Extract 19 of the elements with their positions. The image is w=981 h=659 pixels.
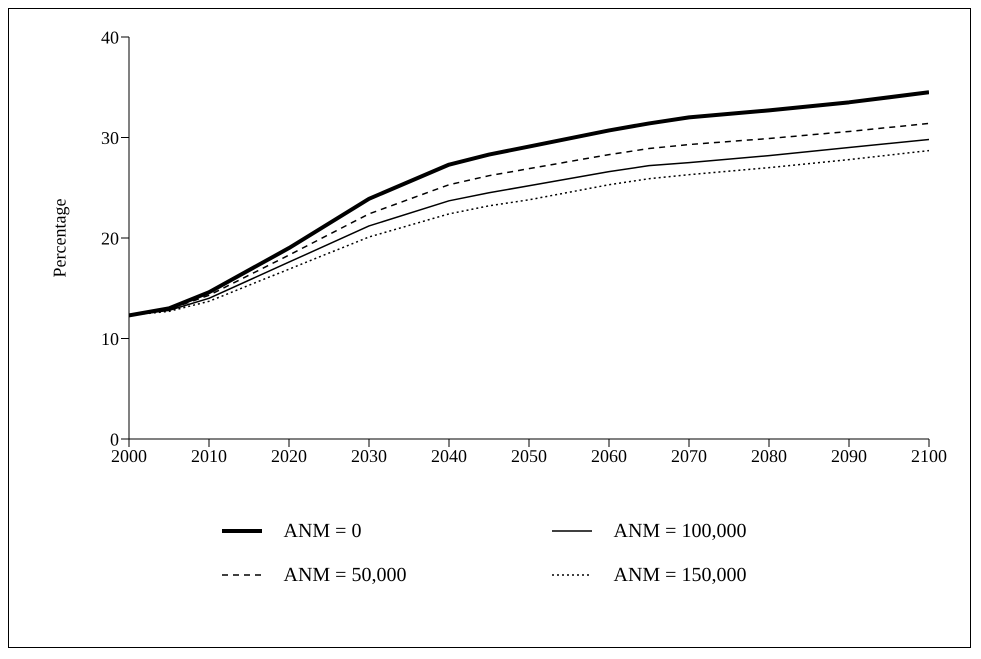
x-tick-label: 2090	[831, 446, 867, 466]
x-tick-label: 2020	[271, 446, 307, 466]
y-tick-label: 40	[101, 27, 119, 48]
x-tick-label: 2050	[511, 446, 547, 466]
legend-label: ANM = 0	[284, 520, 362, 542]
y-axis-title: Percentage	[49, 198, 70, 278]
x-tick-label: 2010	[191, 446, 227, 466]
x-tick-label: 2040	[431, 446, 467, 466]
legend-label: ANM = 150,000	[614, 564, 746, 586]
x-tick-label: 2060	[591, 446, 627, 466]
legend-label: ANM = 100,000	[614, 520, 746, 542]
y-tick-label: 30	[101, 128, 119, 148]
y-tick-label: 20	[101, 228, 119, 248]
x-tick-label: 2070	[671, 446, 707, 466]
x-tick-label: 2030	[351, 446, 387, 466]
x-tick-label: 2100	[911, 446, 947, 466]
x-tick-label: 2080	[751, 446, 787, 466]
y-tick-label: 10	[101, 328, 119, 349]
legend-label: ANM = 50,000	[284, 564, 406, 586]
